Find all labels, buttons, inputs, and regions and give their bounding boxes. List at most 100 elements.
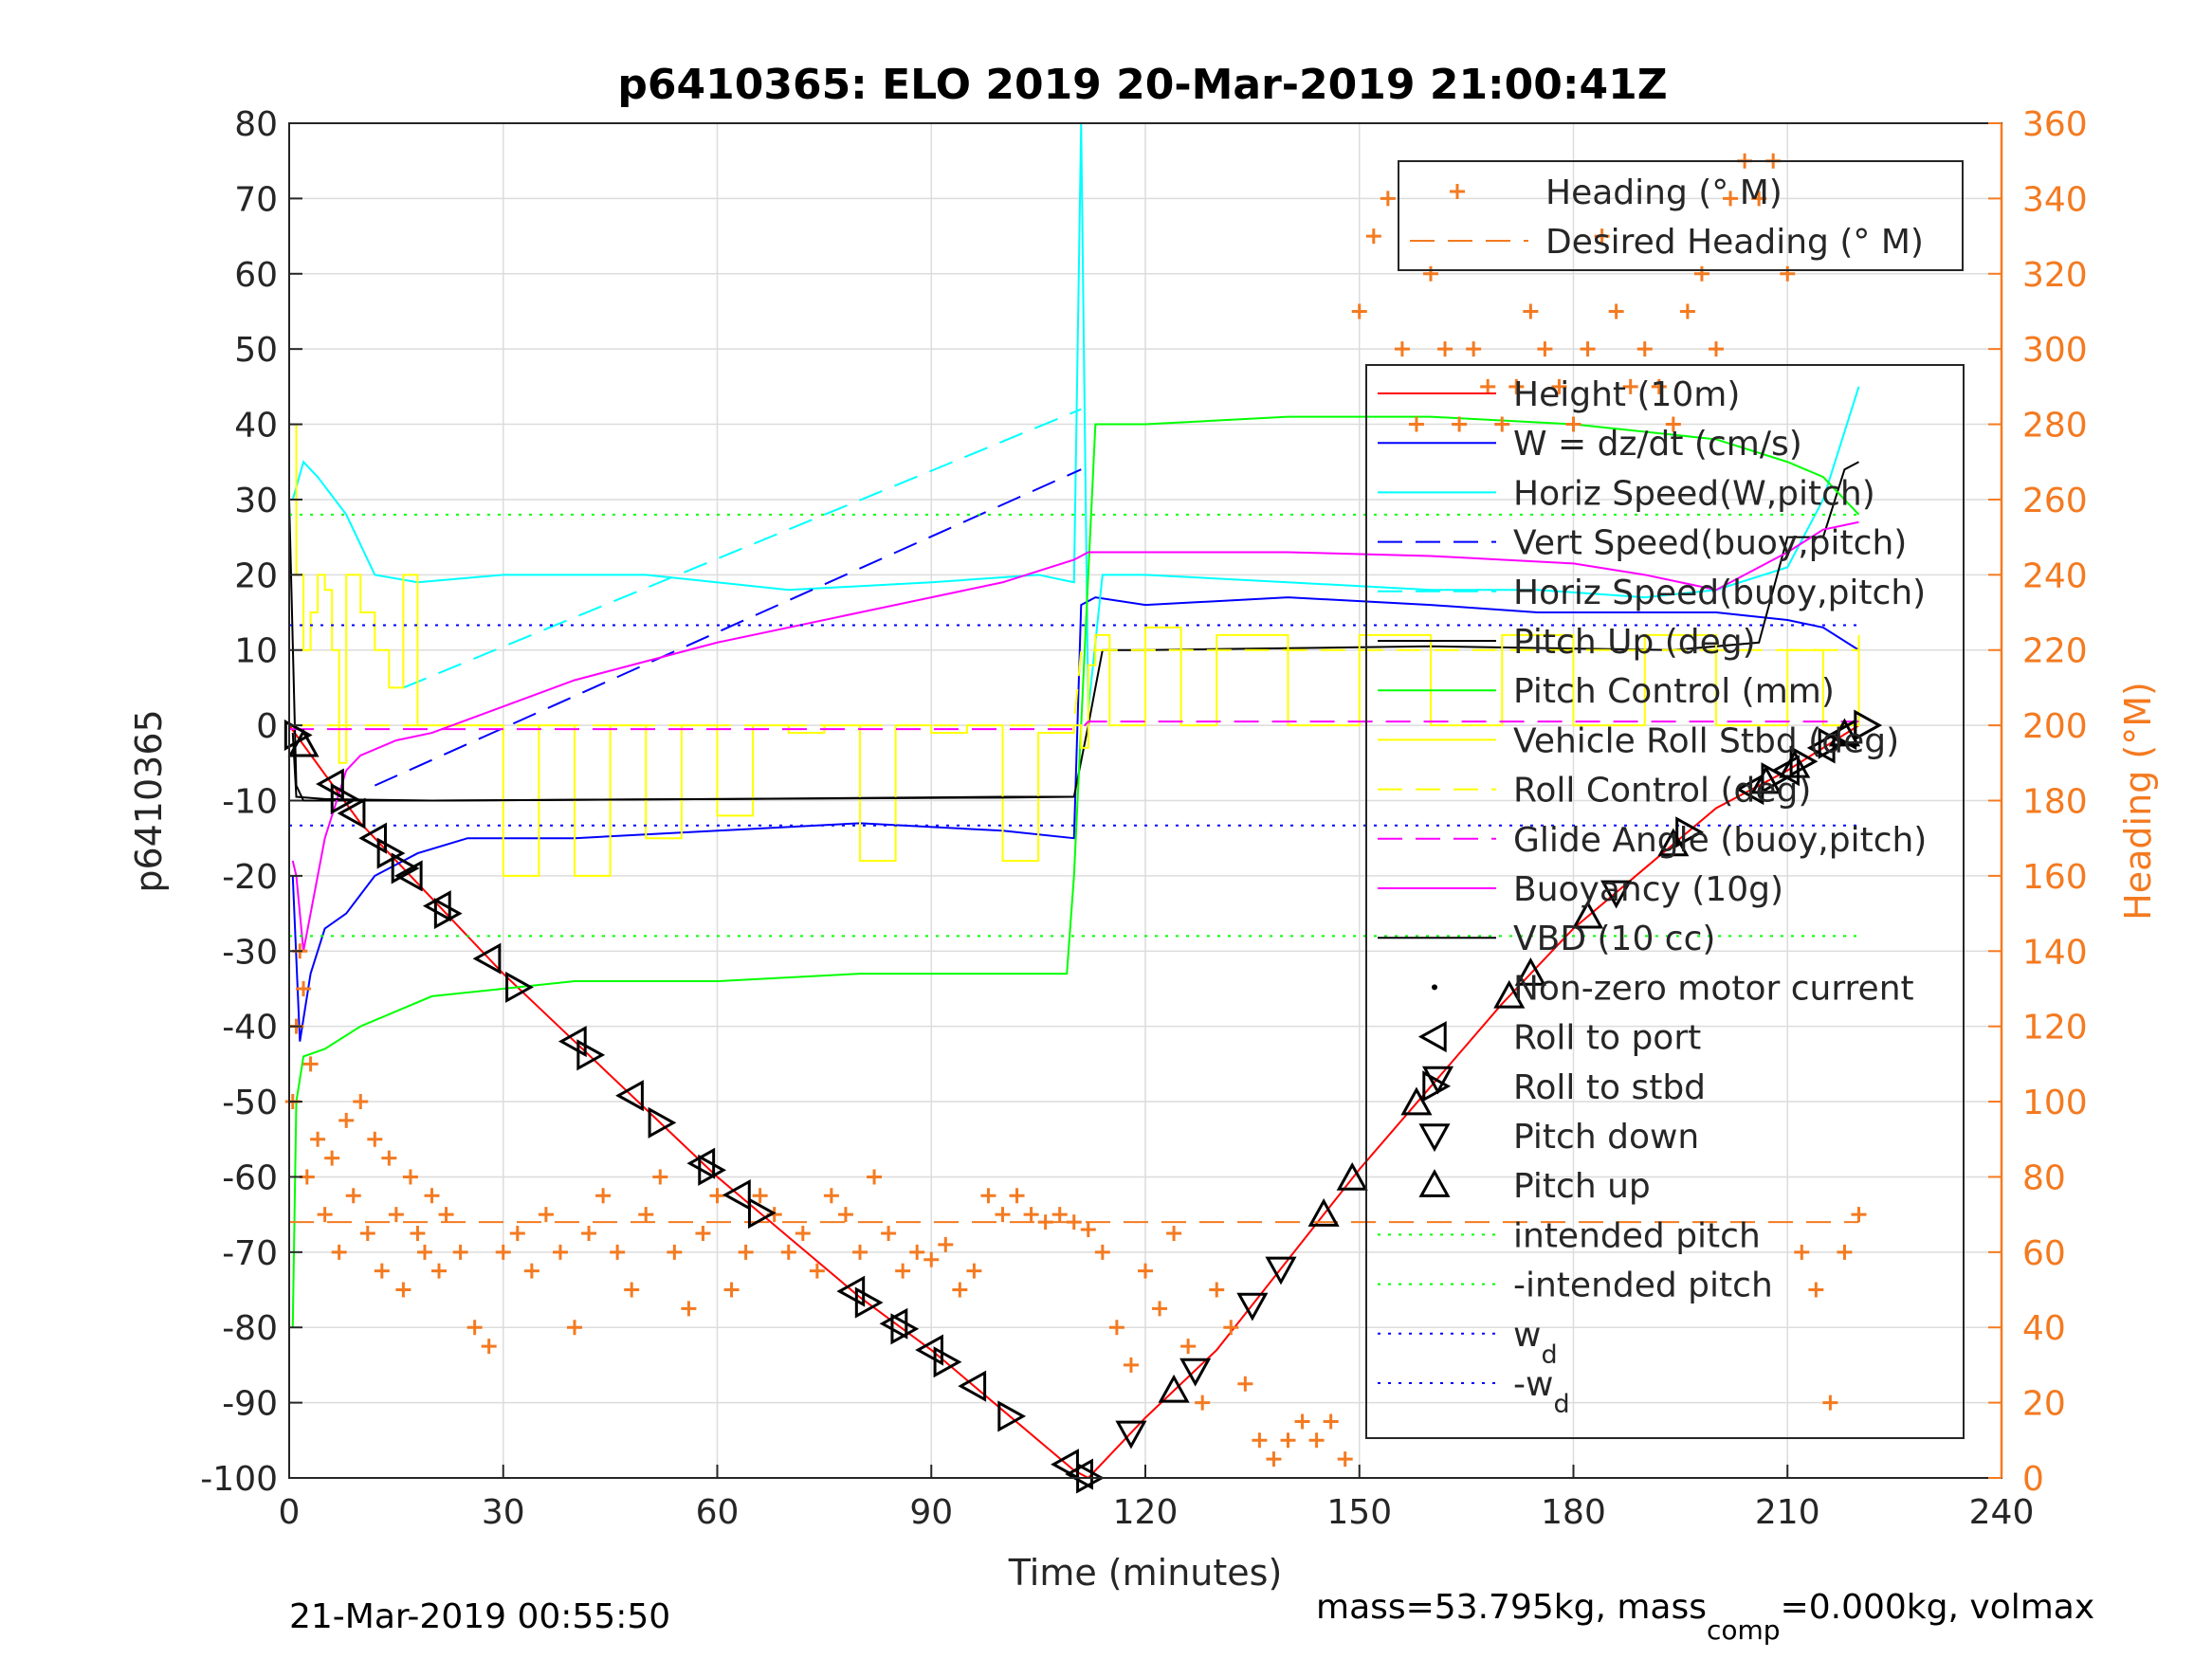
- legend-label: intended pitch: [1513, 1216, 1761, 1255]
- marker-tri-left: [558, 1025, 587, 1058]
- y-tick-label-right: 140: [2022, 933, 2088, 972]
- legend-label-sub: d: [1553, 1390, 1569, 1419]
- heading-point: [538, 1207, 554, 1223]
- y-tick-label-left: -70: [222, 1234, 278, 1273]
- heading-point: [1237, 1376, 1253, 1392]
- heading-point: [1651, 378, 1667, 394]
- y-tick-label-left: -100: [200, 1460, 278, 1499]
- heading-point: [1294, 1413, 1310, 1430]
- heading-point: [809, 1263, 825, 1279]
- y-tick-label-right: 120: [2022, 1009, 2088, 1048]
- heading-point: [1337, 1451, 1353, 1468]
- legend-label: Horiz Speed(buoy,pitch): [1513, 574, 1926, 612]
- heading-point: [1080, 1222, 1096, 1238]
- y-tick-label-right: 180: [2022, 783, 2088, 822]
- heading-point: [1837, 1244, 1853, 1260]
- y-tick-label-left: 40: [234, 407, 278, 446]
- marker-tri-left: [393, 860, 423, 892]
- legend-label: Roll to port: [1513, 1019, 1701, 1058]
- marker-tri-down: [1600, 880, 1633, 909]
- footer-mass-rest: =0.000kg, volmax: [1781, 1588, 2095, 1627]
- heading-point: [431, 1263, 448, 1279]
- heading-point: [1551, 378, 1567, 394]
- legend-label: Heading (° M): [1545, 173, 1782, 212]
- heading-point: [966, 1263, 982, 1279]
- heading-point: [345, 1188, 361, 1204]
- marker-tri-up: [1307, 1198, 1340, 1227]
- heading-point: [1822, 1395, 1838, 1411]
- axes: 0 30 60 90 120 150 180 210 24080706050403020100-…: [200, 105, 2087, 1532]
- series-pitch-control-mm: [291, 415, 1860, 1328]
- marker-tri-up: [1572, 900, 1604, 929]
- heading-point: [638, 1207, 654, 1223]
- legend-label: -intended pitch: [1513, 1267, 1773, 1305]
- heading-point: [1252, 1432, 1268, 1449]
- marker-tri-right: [698, 1154, 727, 1186]
- heading-point: [495, 1244, 511, 1260]
- y-axis-label-right: Heading (°M): [2117, 682, 2159, 921]
- heading-point: [359, 1225, 375, 1241]
- heading-point: [1195, 1395, 1211, 1411]
- heading-point: [780, 1244, 796, 1260]
- heading-point: [895, 1263, 911, 1279]
- y-tick-label-right: 60: [2022, 1234, 2066, 1273]
- x-tick-label: 60: [696, 1493, 740, 1532]
- marker-tri-right: [997, 1400, 1027, 1432]
- marker-tri-left: [722, 1178, 751, 1212]
- legend-main: Height (10m) W = dz/dt (cm/s) Horiz Speed(…: [1365, 364, 1965, 1439]
- heading-point: [1466, 341, 1482, 357]
- legend-label: Pitch Up (deg): [1513, 623, 1756, 662]
- y-tick-label-left: -60: [222, 1158, 278, 1197]
- y-tick-label-left: -90: [222, 1385, 278, 1424]
- heading-point: [1851, 1207, 1867, 1223]
- marker-tri-right: [330, 782, 359, 815]
- x-tick-label: 30: [482, 1493, 525, 1532]
- heading-point: [410, 1225, 426, 1241]
- legend-label-sub: d: [1541, 1340, 1557, 1370]
- marker-tri-left: [358, 822, 387, 854]
- heading-point: [317, 1207, 333, 1223]
- y-tick-label-left: 30: [234, 482, 278, 520]
- series-glide-angle-buoy-pitch: [289, 720, 1859, 731]
- heading-point: [823, 1188, 839, 1204]
- heading-point: [1066, 1214, 1082, 1231]
- heading-point: [338, 1112, 355, 1128]
- x-tick-label: 240: [1969, 1493, 2035, 1532]
- marker-tri-left: [836, 1275, 866, 1307]
- y-tick-label-left: -80: [222, 1309, 278, 1348]
- heading-point: [509, 1225, 525, 1241]
- heading-point: [353, 1094, 369, 1110]
- legend-label: Pitch up: [1513, 1167, 1651, 1206]
- heading-point: [723, 1282, 740, 1298]
- series-roll-control-deg: [289, 648, 1859, 727]
- heading-point: [1365, 228, 1381, 245]
- heading-point: [1380, 191, 1396, 207]
- heading-point: [1152, 1301, 1168, 1317]
- marker-tri-down: [1265, 1256, 1297, 1285]
- heading-point: [402, 1169, 418, 1185]
- y-tick-label-left: -40: [222, 1009, 278, 1048]
- heading-point: [1138, 1263, 1153, 1279]
- series-horiz-speed-w-pitch: [291, 122, 1860, 711]
- legend-sample: [1418, 1123, 1451, 1153]
- x-tick-label: 210: [1755, 1493, 1820, 1532]
- heading-point: [752, 1188, 768, 1204]
- heading-point: [1108, 1320, 1124, 1336]
- marker-tri-down: [1179, 1358, 1212, 1387]
- legend-sample: [1418, 1169, 1451, 1197]
- heading-point: [1636, 341, 1653, 357]
- legend-label: Non-zero motor current: [1513, 969, 1914, 1008]
- heading-point: [331, 1244, 347, 1260]
- heading-point: [523, 1263, 539, 1279]
- heading-point: [1209, 1282, 1225, 1298]
- marker-tri-up: [1779, 749, 1811, 778]
- heading-point: [1408, 416, 1424, 432]
- series-height-10m: [288, 724, 1860, 1480]
- heading-point: [1480, 378, 1496, 394]
- x-tick-label: 150: [1326, 1493, 1392, 1532]
- y-tick-label-right: 220: [2022, 632, 2088, 671]
- heading-point: [681, 1301, 697, 1317]
- marker-tri-right: [890, 1313, 920, 1345]
- heading-point: [416, 1244, 432, 1260]
- marker-tri-right: [391, 852, 420, 884]
